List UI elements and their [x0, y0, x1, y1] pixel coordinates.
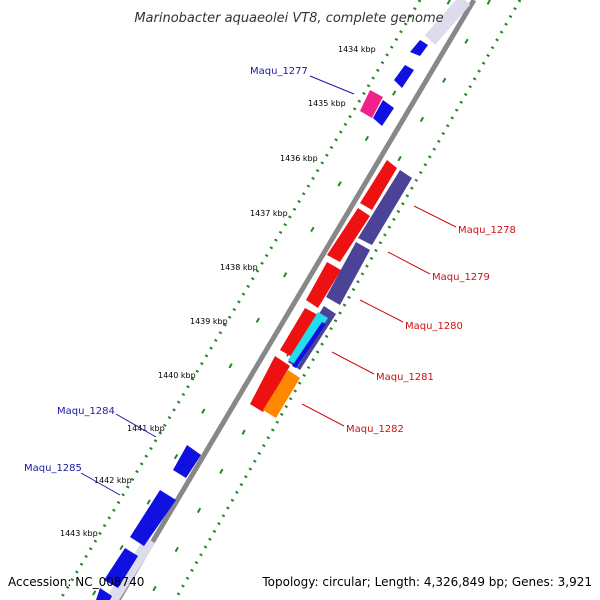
tick-label: 1443 kbp — [60, 529, 98, 538]
kbp-ticks: 1434 kbp 1435 kbp 1436 kbp 1437 kbp 1438… — [60, 45, 376, 538]
gene-maqu-1281-inner — [292, 322, 326, 368]
gene-label[interactable]: Maqu_1281 — [376, 372, 434, 383]
gene-block[interactable] — [373, 100, 394, 126]
callout-line — [331, 351, 375, 375]
genome-backbone — [115, 0, 477, 600]
callout-line — [359, 299, 404, 323]
topology-text: Topology: circular; Length: 4,326,849 bp… — [261, 575, 592, 589]
faint-lane — [424, 0, 471, 45]
gene-label[interactable]: Maqu_1282 — [346, 424, 404, 435]
gene-block[interactable] — [410, 40, 428, 56]
tick-label: 1438 kbp — [220, 263, 258, 272]
gene-maqu-1277-block[interactable] — [360, 90, 383, 118]
gene-block[interactable] — [360, 160, 397, 210]
gene-label[interactable]: Maqu_1284 — [57, 406, 115, 417]
gene-block[interactable] — [327, 208, 370, 262]
callout-line — [301, 403, 345, 427]
callout-line — [309, 75, 355, 95]
map-title: Marinobacter aquaeolei VT8, complete gen… — [134, 11, 443, 26]
gene-label[interactable]: Maqu_1285 — [24, 463, 82, 474]
operon-band[interactable] — [358, 170, 412, 245]
gene-block[interactable] — [250, 356, 290, 412]
gene-label[interactable]: Maqu_1279 — [432, 272, 490, 283]
callout-line — [80, 472, 121, 496]
gc-dash-track-left — [89, 0, 451, 600]
tick-label: 1439 kbp — [190, 317, 228, 326]
forward-genes — [96, 40, 428, 600]
outer-dotted-ring-right — [173, 0, 522, 600]
callout-line — [387, 251, 431, 275]
accession-text: Accession: NC_008740 — [8, 575, 144, 589]
gene-block[interactable] — [306, 262, 341, 308]
faint-lane-bottom — [106, 536, 156, 600]
operon-band[interactable] — [326, 242, 370, 305]
tick-label: 1436 kbp — [280, 154, 318, 163]
gene-block[interactable] — [173, 445, 201, 478]
gene-maqu-1282-block[interactable] — [263, 370, 300, 418]
tick-label: 1441 kbp — [127, 424, 165, 433]
tick-label: 1437 kbp — [250, 209, 288, 218]
tick-label: 1440 kbp — [158, 371, 196, 380]
gene-block[interactable] — [280, 308, 320, 358]
reverse-genes — [250, 160, 397, 412]
gene-block[interactable] — [394, 65, 414, 88]
gene-maqu-1281-block[interactable] — [288, 312, 328, 366]
tick-label: 1442 kbp — [94, 476, 132, 485]
outer-dotted-ring-left — [58, 0, 422, 600]
tick-label: 1434 kbp — [338, 45, 376, 54]
callout-line — [115, 413, 157, 438]
gene-label[interactable]: Maqu_1278 — [458, 225, 516, 236]
callout-line — [413, 205, 457, 228]
gene-block[interactable] — [96, 588, 112, 600]
callout-lines — [80, 75, 457, 496]
gene-label[interactable]: Maqu_1280 — [405, 321, 463, 332]
gene-label[interactable]: Maqu_1277 — [250, 66, 308, 77]
tick-label: 1435 kbp — [308, 99, 346, 108]
gene-block[interactable] — [130, 490, 176, 546]
gene-block[interactable] — [104, 548, 138, 588]
